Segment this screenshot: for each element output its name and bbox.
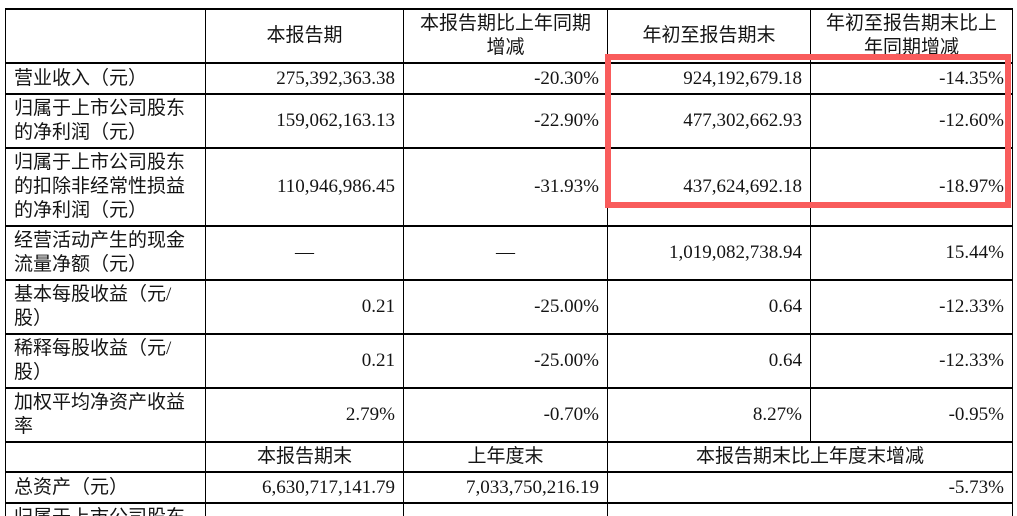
cell-value: -14.35% — [810, 62, 1013, 95]
cell-value: 110,946,986.45 — [205, 147, 404, 227]
header-current-period-end: 本报告期末 — [205, 441, 404, 473]
table-row-diluted-eps: 稀释每股收益（元/股） 0.21 -25.00% 0.64 -12.33% — [5, 333, 1013, 389]
table-row-net-profit-excl-nonrecurring: 归属于上市公司股东的扣除非经常性损益的净利润（元） 110,946,986.45… — [5, 147, 1013, 227]
row-label: 加权平均净资产收益率 — [5, 387, 206, 443]
row-label: 总资产（元） — [5, 471, 206, 504]
cell-value: -18.97% — [810, 147, 1013, 227]
cell-empty-dash: — — [403, 225, 608, 281]
cell-value: -31.93% — [403, 147, 608, 227]
header-current-period: 本报告期 — [205, 8, 404, 64]
cell-value: 5,511,053,959.57 — [205, 502, 404, 516]
row-label: 归属于上市公司股东的所有者权益（元） — [5, 502, 206, 516]
cell-value: -12.60% — [810, 93, 1013, 149]
row-label: 归属于上市公司股东的净利润（元） — [5, 93, 206, 149]
cell-value: 159,062,163.13 — [205, 93, 404, 149]
cell-value: 437,624,692.18 — [607, 147, 811, 227]
cell-value: -20.30% — [403, 62, 608, 95]
table-row-weighted-avg-roe: 加权平均净资产收益率 2.79% -0.70% 8.27% -0.95% — [5, 387, 1013, 443]
cell-value: 275,392,363.38 — [205, 62, 404, 95]
table-row-revenue: 营业收入（元） 275,392,363.38 -20.30% 924,192,6… — [5, 62, 1013, 95]
cell-value: -5.73% — [607, 471, 1013, 504]
table-row-basic-eps: 基本每股收益（元/股） 0.21 -25.00% 0.64 -12.33% — [5, 279, 1013, 335]
cell-value: -25.00% — [403, 279, 608, 335]
header-period-end-change: 本报告期末比上年度末增减 — [607, 441, 1013, 473]
cell-value: 924,192,679.18 — [607, 62, 811, 95]
cell-value: -25.00% — [403, 333, 608, 389]
table-row-owners-equity: 归属于上市公司股东的所有者权益（元） 5,511,053,959.57 5,81… — [5, 502, 1013, 516]
header-ytd: 年初至报告期末 — [607, 8, 811, 64]
cell-value: -22.90% — [403, 93, 608, 149]
cell-value: -0.95% — [810, 387, 1013, 443]
financial-summary-table: 本报告期 本报告期比上年同期增减 年初至报告期末 年初至报告期末比上年同期增减 … — [5, 8, 1013, 516]
header-row-period: 本报告期 本报告期比上年同期增减 年初至报告期末 年初至报告期末比上年同期增减 — [5, 8, 1013, 64]
header-period-yoy-change: 本报告期比上年同期增减 — [403, 8, 608, 64]
cell-value: -12.33% — [810, 279, 1013, 335]
cell-value: 0.21 — [205, 333, 404, 389]
header-corner-cell — [5, 8, 206, 64]
cell-empty-dash: — — [205, 225, 404, 281]
cell-value: 477,302,662.93 — [607, 93, 811, 149]
cell-value: 15.44% — [810, 225, 1013, 281]
row-label: 稀释每股收益（元/股） — [5, 333, 206, 389]
cell-value: 7,033,750,216.19 — [403, 471, 608, 504]
header-ytd-yoy-change: 年初至报告期末比上年同期增减 — [810, 8, 1013, 64]
header-prior-year-end: 上年度末 — [403, 441, 608, 473]
row-label: 归属于上市公司股东的扣除非经常性损益的净利润（元） — [5, 147, 206, 227]
header-corner-cell — [5, 441, 206, 473]
table-row-net-profit: 归属于上市公司股东的净利润（元） 159,062,163.13 -22.90% … — [5, 93, 1013, 149]
cell-value: 0.21 — [205, 279, 404, 335]
table-row-total-assets: 总资产（元） 6,630,717,141.79 7,033,750,216.19… — [5, 471, 1013, 504]
cell-value: -0.70% — [403, 387, 608, 443]
row-label: 营业收入（元） — [5, 62, 206, 95]
cell-value: 5,812,148,594.24 — [403, 502, 608, 516]
row-label: 基本每股收益（元/股） — [5, 279, 206, 335]
cell-value: 2.79% — [205, 387, 404, 443]
row-label: 经营活动产生的现金流量净额（元） — [5, 225, 206, 281]
cell-value: 8.27% — [607, 387, 811, 443]
header-row-period-end: 本报告期末 上年度末 本报告期末比上年度末增减 — [5, 441, 1013, 473]
cell-value: 6,630,717,141.79 — [205, 471, 404, 504]
cell-value: -12.33% — [810, 333, 1013, 389]
cell-value: 1,019,082,738.94 — [607, 225, 811, 281]
cell-value: 0.64 — [607, 333, 811, 389]
cell-value: -5.18% — [607, 502, 1013, 516]
table-row-operating-cash-flow: 经营活动产生的现金流量净额（元） — — 1,019,082,738.94 15… — [5, 225, 1013, 281]
cell-value: 0.64 — [607, 279, 811, 335]
